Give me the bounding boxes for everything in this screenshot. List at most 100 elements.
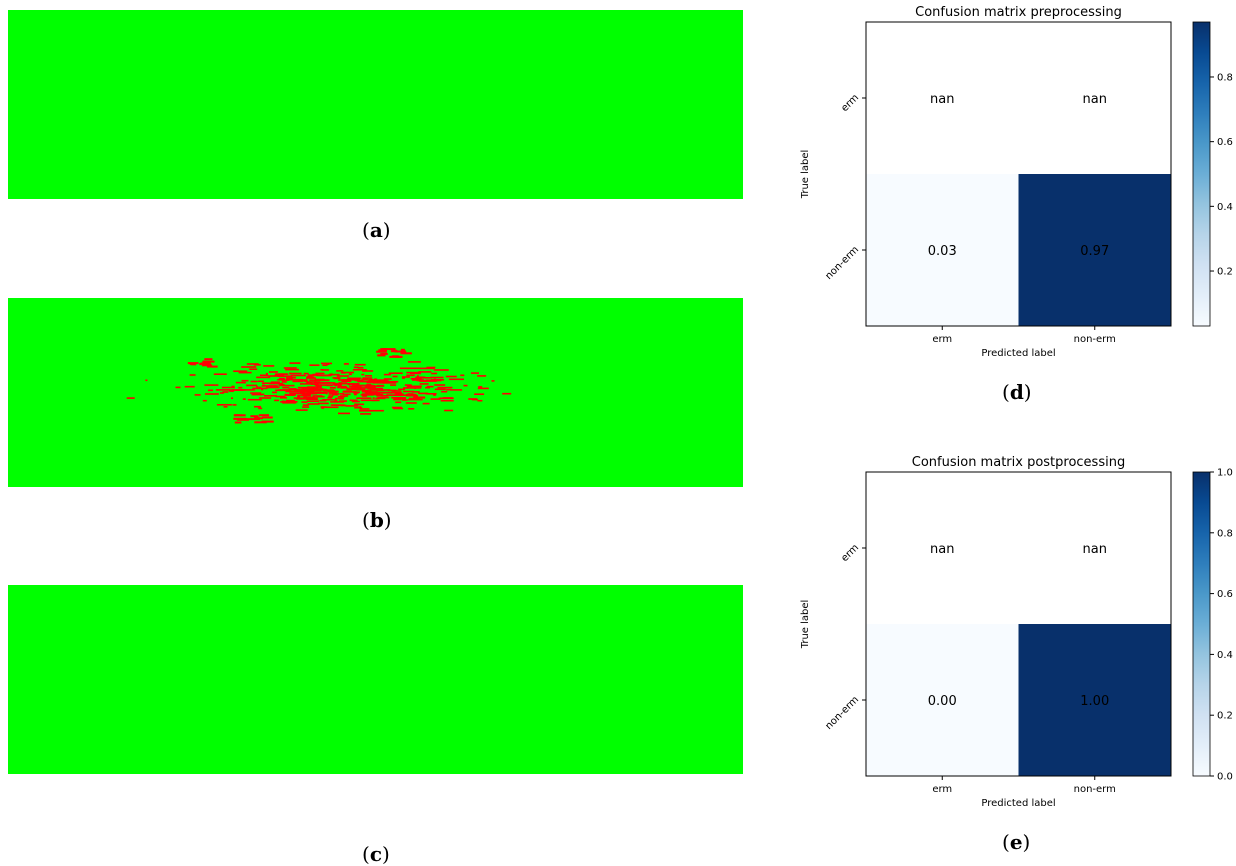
- red-mark: [298, 398, 314, 400]
- red-mark: [259, 397, 272, 399]
- red-mark: [319, 399, 327, 402]
- red-mark: [319, 395, 323, 398]
- red-mark: [334, 397, 339, 400]
- x-tick-label: erm: [932, 334, 952, 345]
- red-mark: [362, 370, 374, 372]
- red-mark: [189, 374, 196, 376]
- red-mark: [343, 363, 349, 365]
- red-mark: [268, 371, 278, 373]
- red-mark: [258, 414, 270, 417]
- red-mark: [307, 400, 319, 402]
- red-mark: [387, 389, 397, 392]
- red-mark: [400, 352, 412, 355]
- red-mark: [370, 393, 384, 396]
- caption-b: (b): [362, 508, 392, 532]
- cell-label: nan: [930, 92, 954, 107]
- red-mark: [302, 406, 310, 408]
- red-mark: [352, 369, 367, 371]
- red-mark: [251, 393, 263, 396]
- red-mark: [354, 403, 365, 406]
- red-mark: [353, 391, 359, 394]
- red-mark: [406, 371, 421, 374]
- red-mark: [191, 363, 197, 366]
- red-mark: [434, 384, 446, 386]
- red-mark: [342, 382, 356, 385]
- cell-label: 1.00: [1080, 694, 1109, 709]
- red-mark: [382, 389, 390, 391]
- y-axis-label: True label: [800, 600, 811, 650]
- red-mark: [184, 385, 195, 388]
- red-mark: [425, 386, 431, 389]
- red-mark: [321, 362, 332, 365]
- red-mark: [334, 384, 338, 387]
- red-mark: [446, 388, 452, 391]
- colorbar-tick-label: 0.0: [1217, 772, 1233, 783]
- red-mark: [278, 377, 285, 380]
- red-mark: [502, 392, 512, 395]
- red-mark: [283, 367, 297, 369]
- red-mark: [320, 369, 324, 371]
- red-mark: [317, 402, 329, 405]
- red-mark: [299, 383, 313, 385]
- red-mark: [236, 418, 250, 421]
- colorbar-tick-label: 0.4: [1217, 650, 1233, 661]
- red-mark: [444, 409, 454, 412]
- red-mark: [306, 376, 313, 378]
- red-mark: [407, 398, 423, 401]
- red-mark: [302, 404, 309, 406]
- red-mark: [354, 379, 364, 382]
- red-mark: [349, 399, 358, 402]
- red-mark: [395, 401, 402, 404]
- red-mark: [284, 384, 295, 387]
- red-mark: [440, 399, 454, 402]
- red-mark: [408, 397, 420, 400]
- red-mark: [411, 391, 420, 393]
- red-mark: [375, 397, 386, 400]
- red-mark: [329, 397, 332, 399]
- red-mark: [410, 377, 422, 380]
- red-mark: [334, 400, 338, 402]
- red-mark: [316, 385, 322, 387]
- red-mark: [231, 397, 233, 399]
- red-mark: [351, 400, 360, 403]
- red-mark: [275, 389, 289, 392]
- red-mark: [340, 395, 349, 397]
- red-mark: [369, 384, 376, 387]
- red-mark: [374, 380, 390, 382]
- red-mark: [247, 398, 262, 401]
- red-mark: [263, 365, 275, 367]
- matrix-cell: [1018, 624, 1171, 776]
- red-mark: [342, 393, 351, 396]
- matrix-cell: [1018, 174, 1171, 326]
- red-mark: [433, 369, 449, 371]
- red-mark: [460, 374, 465, 377]
- red-mark: [438, 397, 454, 400]
- red-mark: [297, 394, 312, 397]
- red-mark: [290, 376, 296, 379]
- red-mark: [290, 374, 306, 377]
- red-mark: [410, 372, 421, 375]
- red-mark: [404, 384, 412, 386]
- red-mark: [246, 363, 259, 365]
- red-mark: [322, 369, 329, 371]
- red-mark: [337, 385, 347, 388]
- red-mark: [477, 399, 483, 402]
- red-mark: [371, 388, 382, 391]
- red-mark: [342, 371, 354, 374]
- chart-title: Confusion matrix preprocessing: [915, 5, 1122, 20]
- red-mark: [401, 376, 410, 378]
- x-axis-label: Predicted label: [981, 348, 1055, 359]
- red-mark: [261, 388, 264, 391]
- red-mark: [219, 392, 224, 394]
- red-mark: [332, 377, 341, 379]
- red-mark: [388, 372, 403, 374]
- red-mark: [250, 380, 258, 383]
- red-mark: [256, 376, 271, 379]
- red-mark: [441, 390, 448, 393]
- red-mark: [256, 385, 259, 388]
- red-mark: [398, 388, 405, 391]
- x-tick-label: erm: [932, 784, 952, 795]
- colorbar-tick-label: 0.6: [1217, 589, 1233, 600]
- caption-a: (a): [362, 218, 391, 242]
- red-mark: [360, 394, 374, 396]
